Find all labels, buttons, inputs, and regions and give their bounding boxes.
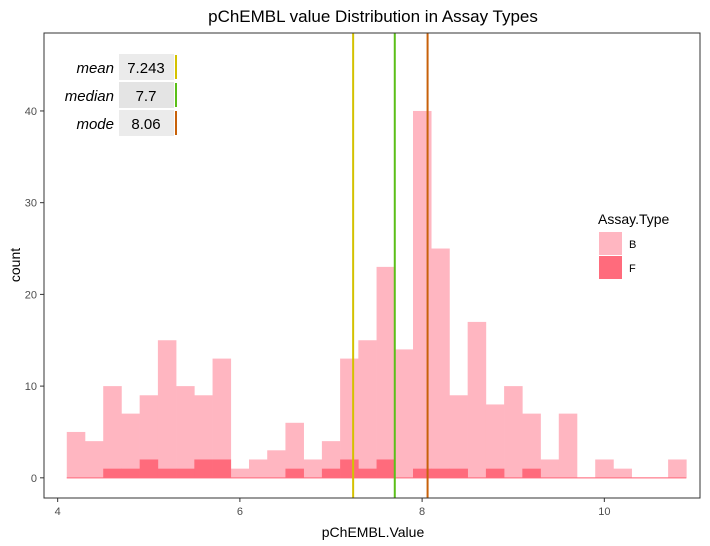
summary-stats-table: mean 7.243 median 7.7 mode 8.06 — [65, 54, 177, 136]
x-tick-label-8: 8 — [419, 506, 425, 518]
bar-F-23 — [485, 468, 505, 478]
stats-label-mean: mean — [76, 60, 114, 77]
bar-F-3 — [121, 468, 140, 478]
bar-B-2 — [103, 386, 122, 478]
bar-F-8 — [212, 459, 232, 478]
bar-F-12 — [285, 468, 304, 478]
x-tick-label-6: 6 — [237, 506, 243, 518]
bar-B-22 — [467, 321, 487, 478]
chart-title: pChEMBL value Distribution in Assay Type… — [208, 7, 538, 26]
bar-B-33 — [668, 459, 687, 478]
bar-B-3 — [121, 413, 140, 478]
y-tick-label-40: 40 — [25, 106, 37, 118]
bar-B-30 — [613, 468, 632, 478]
stats-row-mean: mean 7.243 — [76, 54, 177, 80]
bar-B-0 — [66, 431, 86, 478]
bar-B-5 — [157, 340, 177, 478]
bar-F-7 — [194, 459, 213, 478]
bar-B-12 — [285, 422, 304, 478]
bar-B-11 — [267, 450, 286, 478]
x-axis-title: pChEMBL.Value — [322, 524, 425, 540]
bar-B-1 — [85, 441, 104, 478]
stats-cell-mode — [119, 110, 174, 136]
bar-B-18 — [394, 349, 414, 478]
bar-B-23 — [485, 404, 505, 478]
stats-cell-median — [119, 82, 174, 108]
bar-B-17 — [376, 266, 396, 478]
bar-B-4 — [139, 395, 159, 478]
bar-B-9 — [230, 468, 250, 478]
bar-B-8 — [212, 358, 232, 478]
bar-F-21 — [449, 468, 468, 478]
legend-title: Assay.Type — [598, 211, 670, 227]
y-tick-label-0: 0 — [31, 473, 37, 485]
bar-F-5 — [157, 468, 177, 478]
bar-F-16 — [358, 468, 377, 478]
y-tick-label-20: 20 — [25, 289, 37, 301]
panel-border — [43, 32, 701, 499]
stats-value-mean: 7.243 — [127, 60, 165, 77]
bar-F-14 — [321, 468, 341, 478]
bar-F-19 — [413, 468, 432, 478]
bar-F-17 — [376, 459, 396, 478]
bar-F-4 — [139, 459, 159, 478]
bar-F-25 — [522, 468, 541, 478]
bar-B-25 — [522, 413, 541, 478]
legend-swatch-F — [599, 256, 622, 279]
legend: Assay.Type BF — [598, 211, 670, 279]
bar-B-27 — [558, 413, 578, 478]
bar-B-19 — [413, 110, 432, 478]
legend-item-F: F — [599, 256, 636, 279]
legend-item-B: B — [599, 232, 636, 255]
bar-B-10 — [249, 459, 268, 478]
y-axis-title: count — [7, 248, 23, 282]
bar-F-2 — [103, 468, 122, 478]
legend-swatch-B — [599, 232, 622, 255]
x-tick-label-4: 4 — [55, 506, 61, 518]
bar-F-6 — [176, 468, 195, 478]
stats-label-median: median — [65, 88, 114, 105]
bar-B-20 — [431, 248, 450, 478]
y-tick-label-10: 10 — [25, 381, 37, 393]
legend-label-B: B — [629, 239, 636, 251]
stats-row-mode: mode 8.06 — [76, 110, 177, 136]
stats-row-median: median 7.7 — [65, 82, 177, 108]
bar-B-24 — [504, 386, 523, 478]
bar-B-16 — [358, 340, 377, 478]
bar-B-7 — [194, 395, 213, 478]
bar-F-20 — [431, 468, 450, 478]
legend-label-F: F — [629, 263, 636, 275]
bar-B-26 — [540, 459, 560, 478]
bar-B-29 — [595, 459, 614, 478]
bar-B-13 — [303, 459, 323, 478]
x-tick-label-10: 10 — [598, 506, 610, 518]
y-tick-label-30: 30 — [25, 198, 37, 210]
stats-label-mode: mode — [76, 116, 114, 133]
stats-value-median: 7.7 — [136, 88, 157, 105]
bar-F-15 — [340, 459, 359, 478]
stats-cell-mean — [119, 54, 174, 80]
bar-B-6 — [176, 386, 195, 478]
stats-value-mode: 8.06 — [131, 116, 160, 133]
bar-B-21 — [449, 395, 468, 478]
series-F — [66, 459, 687, 479]
